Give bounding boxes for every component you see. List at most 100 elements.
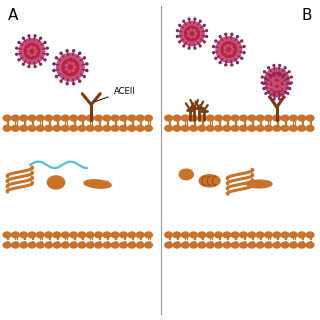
Circle shape (274, 76, 276, 79)
Ellipse shape (231, 232, 239, 238)
Ellipse shape (181, 232, 189, 238)
Ellipse shape (78, 115, 86, 121)
Circle shape (183, 45, 185, 47)
Circle shape (71, 55, 74, 58)
Circle shape (16, 53, 18, 55)
Circle shape (267, 75, 269, 77)
Circle shape (288, 87, 290, 89)
Circle shape (194, 47, 196, 49)
Circle shape (184, 26, 200, 41)
Ellipse shape (28, 232, 36, 238)
Circle shape (269, 86, 272, 89)
Ellipse shape (136, 125, 144, 131)
Circle shape (30, 54, 32, 56)
Ellipse shape (215, 125, 222, 131)
Ellipse shape (273, 115, 281, 121)
Circle shape (181, 32, 183, 35)
Circle shape (73, 83, 75, 85)
Circle shape (273, 72, 275, 74)
Circle shape (238, 48, 240, 51)
Circle shape (289, 88, 291, 90)
Circle shape (185, 40, 187, 43)
Circle shape (86, 69, 88, 71)
Circle shape (76, 57, 79, 60)
Circle shape (283, 96, 285, 98)
Ellipse shape (128, 232, 136, 238)
Circle shape (28, 60, 31, 62)
Circle shape (215, 40, 217, 42)
Circle shape (206, 30, 207, 32)
Circle shape (180, 21, 204, 46)
Ellipse shape (45, 242, 52, 248)
Ellipse shape (36, 232, 44, 238)
Circle shape (225, 58, 228, 61)
Ellipse shape (145, 232, 152, 238)
Circle shape (273, 94, 275, 95)
Circle shape (60, 52, 62, 54)
Circle shape (284, 81, 286, 84)
Circle shape (46, 53, 48, 55)
Ellipse shape (36, 125, 44, 131)
Ellipse shape (12, 232, 19, 238)
Circle shape (282, 71, 284, 74)
Circle shape (284, 85, 287, 87)
Ellipse shape (199, 175, 220, 187)
Circle shape (268, 89, 270, 91)
Circle shape (231, 33, 233, 35)
Circle shape (65, 64, 68, 66)
Circle shape (265, 92, 267, 94)
Circle shape (62, 59, 79, 76)
Circle shape (284, 83, 287, 85)
Circle shape (221, 42, 237, 58)
Ellipse shape (95, 242, 102, 248)
Ellipse shape (265, 232, 272, 238)
Circle shape (62, 57, 65, 60)
Ellipse shape (231, 115, 239, 121)
Circle shape (79, 52, 81, 54)
Circle shape (268, 81, 270, 84)
Ellipse shape (240, 115, 247, 121)
Circle shape (279, 98, 280, 100)
Ellipse shape (190, 232, 197, 238)
Circle shape (76, 75, 79, 77)
Circle shape (237, 44, 239, 46)
Text: ACEII: ACEII (95, 87, 135, 101)
Ellipse shape (103, 232, 111, 238)
Circle shape (273, 98, 275, 100)
Circle shape (33, 40, 36, 43)
Circle shape (212, 52, 214, 54)
Circle shape (194, 18, 196, 20)
Circle shape (44, 59, 46, 61)
Circle shape (234, 56, 236, 59)
Circle shape (40, 45, 43, 48)
Ellipse shape (28, 125, 36, 131)
Ellipse shape (136, 242, 144, 248)
Ellipse shape (173, 115, 181, 121)
Circle shape (281, 78, 283, 80)
Ellipse shape (28, 115, 36, 121)
Circle shape (230, 58, 232, 61)
Ellipse shape (36, 242, 44, 248)
Circle shape (20, 50, 23, 52)
Circle shape (282, 86, 284, 89)
Ellipse shape (120, 125, 127, 131)
Circle shape (281, 92, 283, 94)
Ellipse shape (298, 242, 306, 248)
Ellipse shape (111, 232, 119, 238)
Text: A: A (8, 8, 18, 23)
Circle shape (34, 35, 36, 37)
Circle shape (72, 69, 74, 72)
Ellipse shape (61, 125, 69, 131)
Circle shape (230, 52, 232, 54)
Circle shape (263, 83, 265, 84)
Ellipse shape (28, 242, 36, 248)
Circle shape (34, 47, 36, 49)
Circle shape (35, 50, 37, 52)
Circle shape (263, 88, 265, 90)
Circle shape (241, 40, 243, 42)
Circle shape (53, 69, 55, 71)
Ellipse shape (246, 180, 272, 188)
Ellipse shape (231, 125, 239, 131)
Circle shape (66, 50, 68, 52)
Ellipse shape (165, 242, 172, 248)
